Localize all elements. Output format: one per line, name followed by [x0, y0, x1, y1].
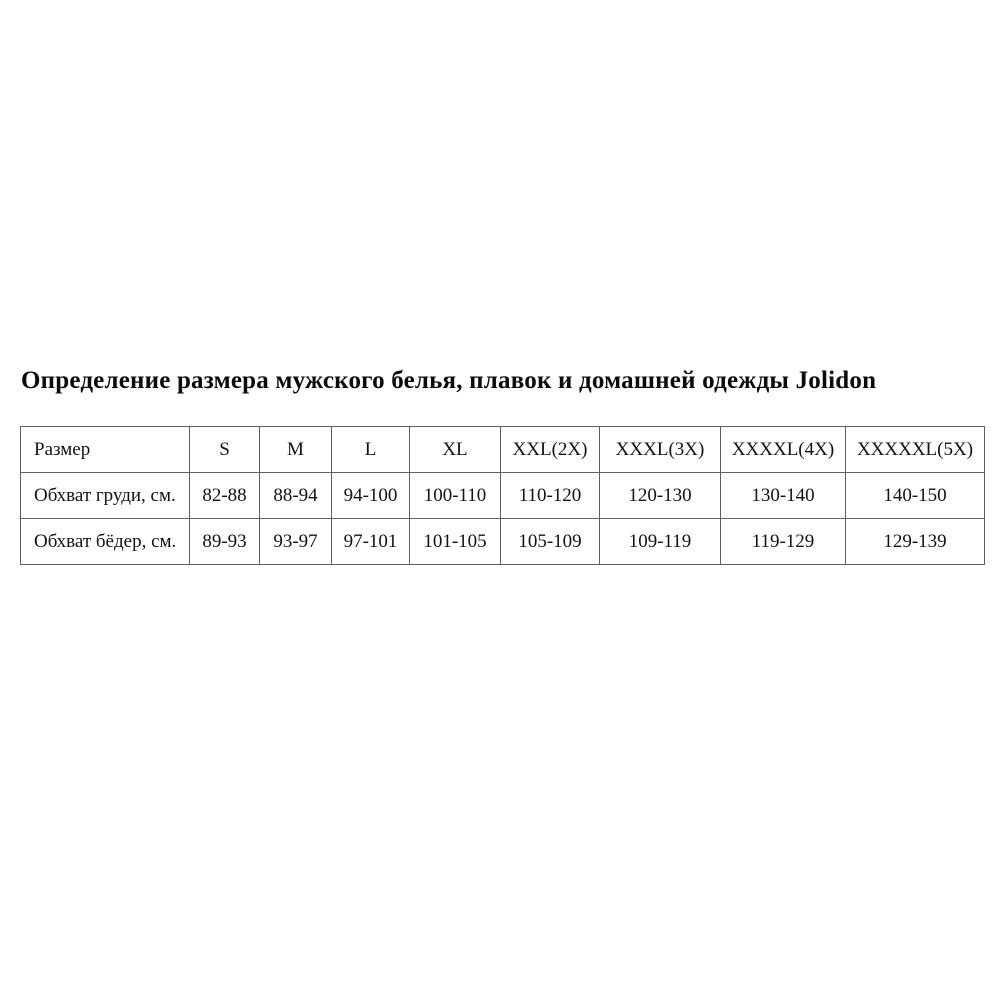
- size-value-cell: 129-139: [845, 518, 985, 565]
- column-header: M: [259, 426, 332, 473]
- size-value-cell: 140-150: [845, 472, 985, 519]
- row-label: Обхват груди, см.: [20, 472, 190, 519]
- size-value-cell: 110-120: [500, 472, 600, 519]
- column-header: XL: [409, 426, 501, 473]
- size-value-cell: 94-100: [331, 472, 410, 519]
- size-value-cell: 130-140: [720, 472, 846, 519]
- size-value-cell: 88-94: [259, 472, 332, 519]
- table-row: Обхват бёдер, см. 89-93 93-97 97-101 101-105…: [20, 518, 985, 565]
- column-header: XXXXL(4X): [720, 426, 846, 473]
- size-value-cell: 93-97: [259, 518, 332, 565]
- size-value-cell: 89-93: [189, 518, 260, 565]
- size-value-cell: 97-101: [331, 518, 410, 565]
- column-header: XXL(2X): [500, 426, 600, 473]
- table-header-row: Размер S M L XL XXL(2X) XXXL(3X) XXXXL(4X) XXXXX…: [20, 426, 985, 473]
- column-header: XXXL(3X): [599, 426, 721, 473]
- row-label: Обхват бёдер, см.: [20, 518, 190, 565]
- column-header-size: Размер: [20, 426, 190, 473]
- column-header: S: [189, 426, 260, 473]
- page-title: Определение размера мужского белья, плав…: [21, 367, 877, 394]
- size-value-cell: 82-88: [189, 472, 260, 519]
- size-table: Размер S M L XL XXL(2X) XXXL(3X) XXXXL(4X) XXXXX…: [20, 426, 985, 565]
- column-header: L: [331, 426, 410, 473]
- size-value-cell: 109-119: [599, 518, 721, 565]
- size-value-cell: 100-110: [409, 472, 501, 519]
- size-value-cell: 105-109: [500, 518, 600, 565]
- column-header: XXXXXL(5X): [845, 426, 985, 473]
- size-value-cell: 119-129: [720, 518, 846, 565]
- table-row: Обхват груди, см. 82-88 88-94 94-100 100-110…: [20, 472, 985, 519]
- table-body: Обхват груди, см. 82-88 88-94 94-100 100-110…: [20, 472, 985, 565]
- size-value-cell: 101-105: [409, 518, 501, 565]
- size-value-cell: 120-130: [599, 472, 721, 519]
